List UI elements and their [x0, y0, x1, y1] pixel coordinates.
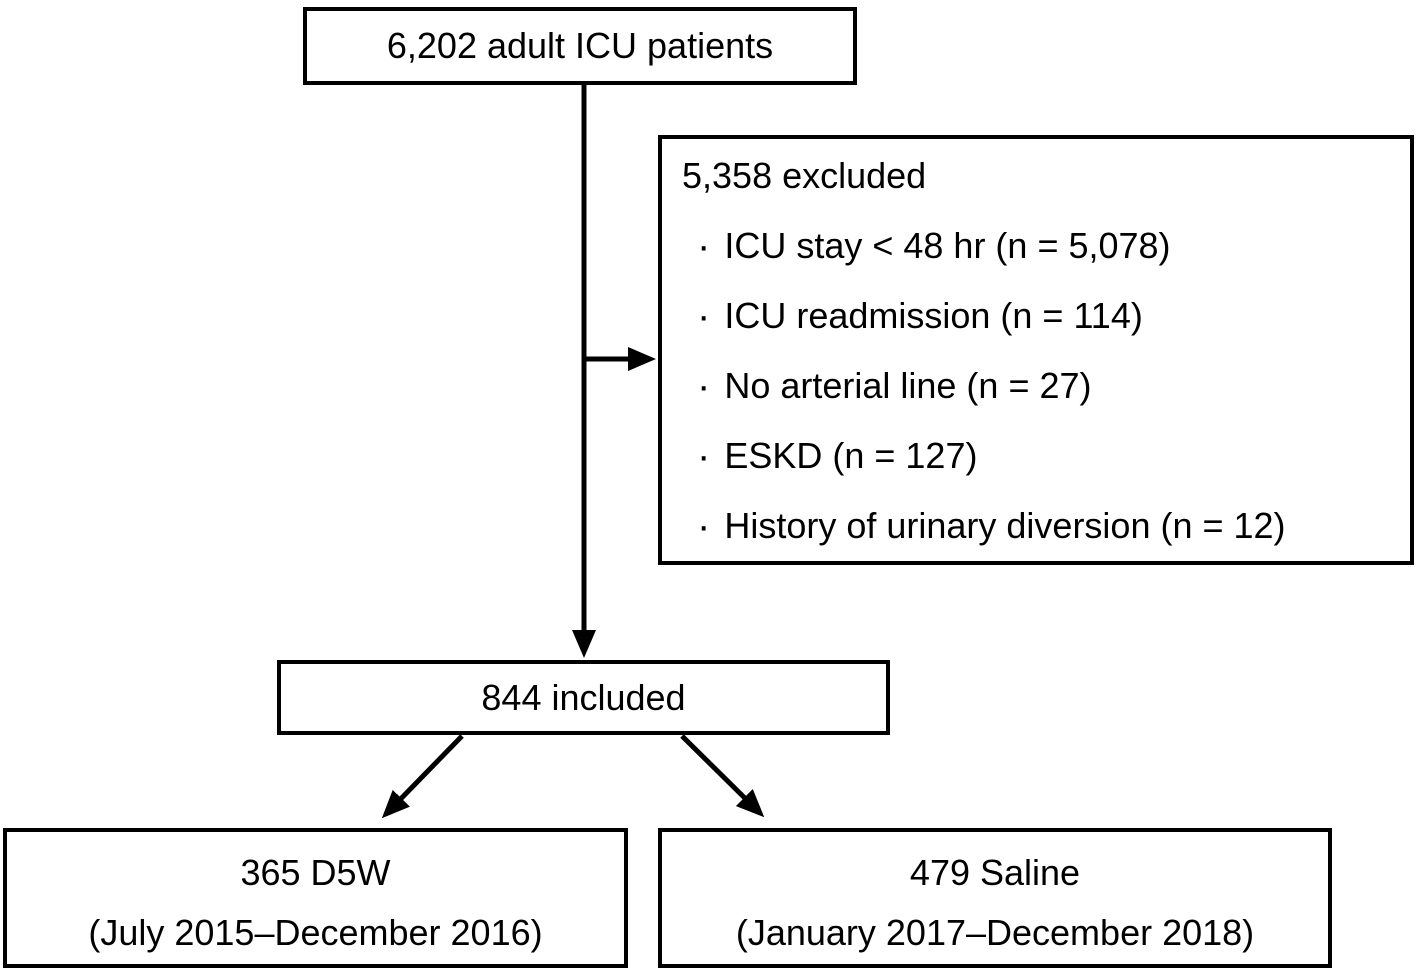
adult-icu-patients-label: 6,202 adult ICU patients [386, 25, 774, 67]
exclusion-item-urinary-diversion: · History of urinary diversion (n = 12) [682, 491, 1400, 561]
bullet-icon: · [697, 294, 711, 338]
box-saline-group: 479 Saline (January 2017–December 2018) [658, 828, 1332, 968]
saline-period-label: (January 2017–December 2018) [735, 912, 1255, 953]
bullet-icon: · [697, 504, 711, 548]
exclusion-item-label: ICU stay < 48 hr (n = 5,078) [724, 225, 1171, 267]
exclusion-item-label: ICU readmission (n = 114) [724, 295, 1143, 337]
exclusion-item-icu-stay: · ICU stay < 48 hr (n = 5,078) [682, 211, 1400, 281]
box-adult-icu-patients: 6,202 adult ICU patients [303, 7, 857, 85]
exclusion-item-no-arterial-line: · No arterial line (n = 27) [682, 351, 1400, 421]
exclusion-item-label: History of urinary diversion (n = 12) [724, 505, 1286, 547]
excluded-title: 5,358 excluded [682, 155, 927, 197]
exclusion-item-readmission: · ICU readmission (n = 114) [682, 281, 1400, 351]
bullet-icon: · [697, 364, 711, 408]
bullet-icon: · [697, 434, 711, 478]
included-label: 844 included [481, 676, 686, 718]
exclusion-item-eskd: · ESKD (n = 127) [682, 421, 1400, 491]
box-d5w-group: 365 D5W (July 2015–December 2016) [3, 828, 628, 968]
bullet-icon: · [697, 224, 711, 268]
box-excluded: 5,358 excluded · ICU stay < 48 hr (n = 5… [658, 135, 1414, 565]
arrow-to-d5w [381, 734, 464, 819]
saline-count-label: 479 Saline [909, 852, 1081, 893]
d5w-period-label: (July 2015–December 2016) [88, 912, 543, 953]
arrow-to-saline [680, 734, 765, 818]
exclusion-item-label: ESKD (n = 127) [724, 435, 978, 477]
d5w-count-label: 365 D5W [240, 852, 391, 893]
exclusion-item-label: No arterial line (n = 27) [724, 365, 1092, 407]
box-included: 844 included [277, 660, 890, 735]
